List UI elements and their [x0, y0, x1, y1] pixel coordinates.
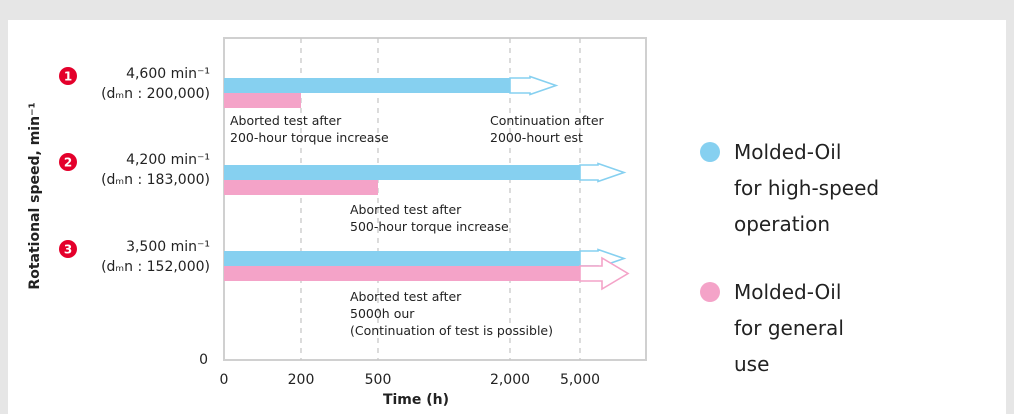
annotation-text: Aborted test after: [230, 113, 342, 128]
legend-label-line: Molded-Oil: [734, 140, 842, 164]
legend-label-line: Molded-Oil: [734, 280, 842, 304]
chart-panel: 0 200 500 2,000 5,000 0 Time (h) Rotational spe…: [8, 20, 1006, 414]
legend-label-line: operation: [734, 212, 831, 236]
dmn-label: (dₘn : 200,000): [101, 86, 210, 102]
legend-label-line: for general: [734, 316, 844, 340]
dmn-label: (dₘn : 152,000): [101, 259, 210, 275]
annotation-text: 500-hour torque increase: [350, 219, 509, 234]
annotation-text: Aborted test after: [350, 289, 462, 304]
x-tick-label: 2,000: [490, 372, 530, 388]
annotation-text: 200-hour torque increase: [230, 130, 389, 145]
annotation-text: 5000h our: [350, 306, 415, 321]
speed-label: 4,200 min⁻¹: [126, 152, 210, 168]
y-axis-title: Rotational speed, min⁻¹: [27, 102, 43, 289]
continuation-arrow-general-use: [579, 256, 630, 291]
bar-general-use: [224, 180, 378, 195]
bar-general-use: [224, 93, 301, 108]
row-marker: [59, 67, 77, 85]
annotation-text: (Continuation of test is possible): [350, 323, 553, 338]
dmn-label: (dₘn : 183,000): [101, 172, 210, 188]
x-tick-label: 0: [220, 372, 229, 388]
speed-label: 3,500 min⁻¹: [126, 239, 210, 255]
plot-frame: [223, 37, 647, 361]
row-marker-number: 2: [64, 156, 72, 170]
bar-high-speed: [224, 78, 510, 93]
legend-label-line: use: [734, 352, 770, 376]
bar-general-use: [224, 266, 580, 281]
speed-label: 4,600 min⁻¹: [126, 66, 210, 82]
y-tick-label: 0: [199, 352, 208, 368]
annotation-text: Aborted test after: [350, 202, 462, 217]
x-tick-label: 5,000: [560, 372, 600, 388]
row-marker: [59, 153, 77, 171]
annotation-text: 2000-hourt est: [490, 130, 583, 145]
bar-high-speed: [224, 251, 580, 266]
annotation-text: Continuation after: [490, 113, 605, 128]
x-axis-title: Time (h): [383, 392, 449, 408]
continuation-arrow-high-speed: [509, 75, 559, 96]
x-tick-label: 200: [288, 372, 315, 388]
bar-high-speed: [224, 165, 580, 180]
row-marker-number: 1: [64, 70, 72, 84]
row-marker: [59, 240, 77, 258]
continuation-arrow-high-speed: [579, 162, 627, 183]
legend-swatch-high-speed: [700, 142, 720, 162]
x-tick-label: 500: [365, 372, 392, 388]
row-marker-number: 3: [64, 243, 72, 257]
bar-chart: 0 200 500 2,000 5,000 0 Time (h) Rotational spe…: [27, 37, 647, 408]
legend-swatch-general-use: [700, 282, 720, 302]
legend-label-line: for high-speed: [734, 176, 880, 200]
